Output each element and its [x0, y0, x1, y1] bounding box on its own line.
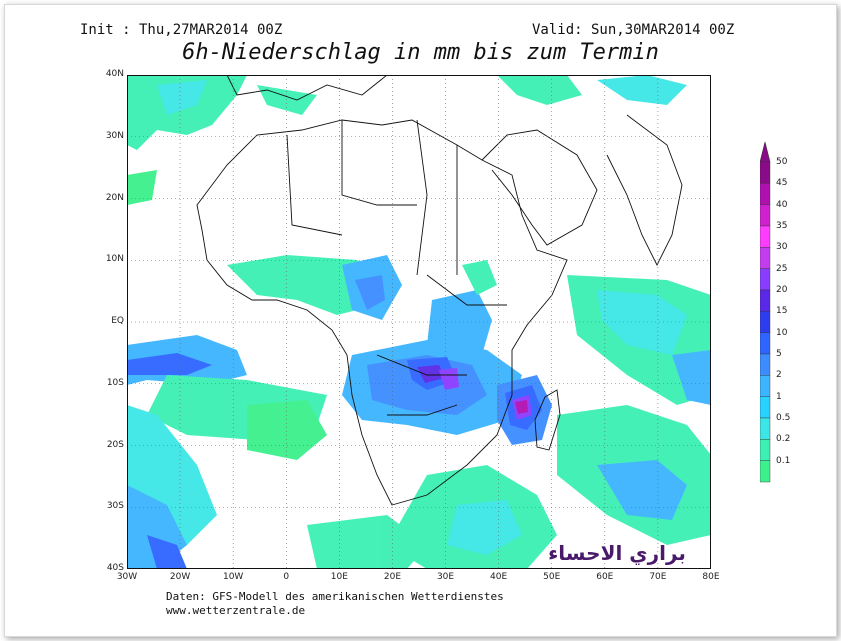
website-url: www.wetterzentrale.de	[166, 604, 306, 617]
madagascar-outline	[534, 389, 561, 451]
lon-label: 80E	[702, 572, 720, 582]
lat-label: 10S	[106, 377, 124, 388]
legend-level-label: 40	[776, 199, 788, 210]
legend-level-label: 0.2	[776, 434, 791, 445]
lat-label: 40S	[106, 563, 124, 573]
init-time: Init : Thu,27MAR2014 00Z	[80, 22, 283, 38]
legend-level-label: 1	[776, 391, 782, 402]
lon-label: 20E	[383, 572, 402, 582]
lat-label: 30S	[106, 501, 124, 512]
india-outline	[606, 114, 683, 267]
legend-level-label: 2	[776, 370, 782, 381]
legend-arrow	[759, 141, 771, 163]
legend-colorbar	[759, 141, 771, 483]
lon-label: 70E	[649, 572, 667, 582]
map-canvas	[127, 75, 711, 569]
legend-level-label: 15	[776, 306, 788, 317]
legend-swatch	[759, 161, 771, 184]
legend-level-label: 10	[776, 327, 788, 338]
precip-field	[127, 75, 711, 569]
lat-label: 10N	[105, 254, 124, 265]
lon-label: 10W	[222, 572, 244, 582]
legend-swatch	[759, 460, 771, 483]
lon-label: 0	[283, 572, 290, 582]
legend-swatch	[759, 289, 771, 312]
lat-label: 20S	[106, 439, 124, 450]
africa-outline	[196, 119, 568, 506]
lon-label: 50E	[543, 572, 561, 582]
legend-level-label: 30	[776, 242, 788, 253]
legend	[759, 140, 810, 490]
legend-swatch	[759, 417, 771, 440]
watermark-logo: براري الاحساء	[548, 541, 686, 565]
lon-label: 30E	[436, 572, 455, 582]
lon-label: 30W	[116, 572, 138, 582]
legend-level-label: 45	[776, 178, 788, 189]
lon-label: 20W	[169, 572, 191, 582]
precip-area-north	[127, 75, 247, 150]
legend-level-label: 20	[776, 285, 788, 295]
legend-swatch	[759, 396, 771, 419]
valid-time: Valid: Sun,30MAR2014 00Z	[532, 22, 735, 38]
legend-level-label: 5	[776, 349, 782, 359]
legend-swatch	[759, 375, 771, 397]
data-source: Daten: GFS-Modell des amerikanischen Wet…	[166, 590, 504, 603]
map-title: 6h-Niederschlag in mm bis zum Termin	[182, 40, 659, 65]
legend-swatch	[759, 353, 771, 376]
coastlines	[196, 75, 683, 506]
lon-label: 10E	[330, 572, 348, 582]
legend-swatch	[759, 225, 771, 248]
lat-label: 20N	[105, 192, 124, 203]
legend-level-label: 0.5	[776, 413, 791, 423]
legend-level-label: 0.1	[776, 455, 791, 466]
lon-label: 40E	[490, 572, 508, 582]
legend-swatch	[759, 183, 771, 205]
arabia-outline	[481, 129, 598, 246]
lat-label: 30N	[105, 130, 124, 141]
precipitation-map	[127, 75, 711, 569]
legend-level-label: 35	[776, 221, 788, 231]
legend-level-label: 50	[776, 157, 788, 167]
legend-swatch	[759, 268, 771, 291]
legend-level-label: 25	[776, 263, 788, 274]
graticule	[127, 75, 711, 569]
map-border	[127, 75, 711, 569]
lat-label: EQ	[111, 316, 124, 326]
legend-swatch	[759, 204, 771, 227]
lat-label: 40N	[105, 69, 124, 79]
legend-swatch	[759, 311, 771, 333]
lon-label: 60E	[596, 572, 614, 582]
legend-swatch	[759, 247, 771, 269]
europe-coast	[226, 75, 388, 101]
legend-swatch	[759, 332, 771, 355]
legend-swatch	[759, 439, 771, 461]
